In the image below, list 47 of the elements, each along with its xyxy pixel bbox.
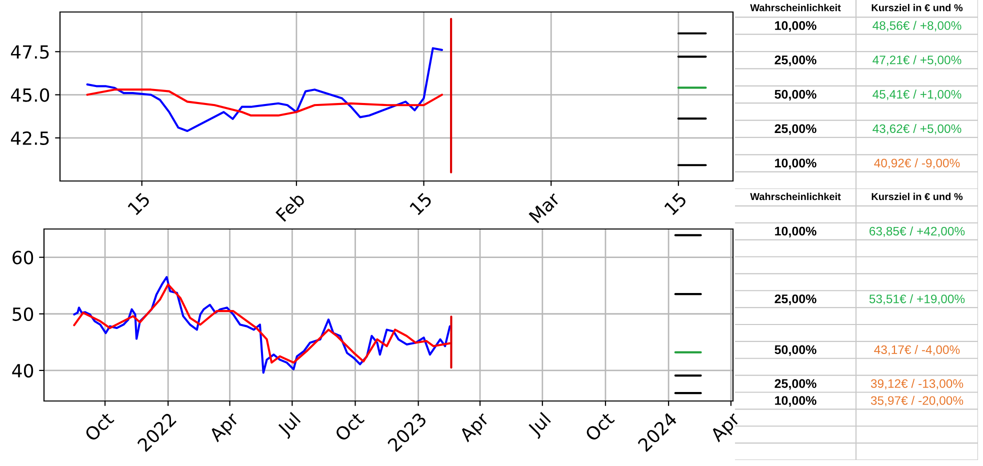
text: 50,00% xyxy=(774,345,816,356)
x-tick-label: Jul xyxy=(276,412,304,440)
text: 53,51€ / +19,00% xyxy=(869,294,965,305)
category-label: Kursziel in € und % xyxy=(872,4,963,12)
line-series xyxy=(86,88,444,117)
x-tick-label: Apr xyxy=(709,411,744,446)
text: 63,85€ / +42,00% xyxy=(870,226,965,237)
text: 39,12€ / -13,00% xyxy=(870,378,964,390)
text: 25,00% xyxy=(774,56,816,66)
y-tick-label: 42.5 xyxy=(10,131,49,146)
line-series xyxy=(86,47,444,132)
line-series xyxy=(73,283,451,364)
text: 25,00% xyxy=(774,379,816,390)
text: 50,00% xyxy=(774,90,816,101)
line-series xyxy=(73,276,451,374)
x-tick-label: Feb xyxy=(275,191,306,222)
text: 25,00% xyxy=(774,124,816,135)
x-tick-label: Oct xyxy=(334,411,365,442)
x-tick-label: Oct xyxy=(84,411,115,442)
text: 47,21€ / +5,00% xyxy=(872,55,962,66)
x-tick-label: 15 xyxy=(664,192,688,216)
text: 45,41€ / +1,00% xyxy=(872,90,962,100)
text: 10,00% xyxy=(775,396,816,407)
y-tick-label: 60 xyxy=(12,250,34,264)
text: 10,00% xyxy=(775,226,816,238)
text: 10,00% xyxy=(775,158,816,170)
text: 10,00% xyxy=(775,21,816,32)
x-tick-label: 15 xyxy=(409,192,433,216)
text: 48,56€ / +8,00% xyxy=(872,20,962,32)
x-tick-label: Oct xyxy=(584,411,616,442)
category-label: Wahrscheinlichkeit xyxy=(750,4,841,12)
y-tick-label: 50 xyxy=(12,307,34,321)
text: 40,92€ / -9,00% xyxy=(874,158,960,169)
text: 25,00% xyxy=(774,294,816,306)
text: 35,97€ / -20,00% xyxy=(870,396,964,406)
x-tick-label: Mar xyxy=(528,191,561,224)
y-tick-label: 45.0 xyxy=(10,88,50,102)
category-label: Wahrscheinlichkeit xyxy=(750,192,841,200)
text: 43,62€ / +5,00% xyxy=(872,124,962,134)
x-tick-label: 15 xyxy=(127,192,151,216)
y-tick-label: 40 xyxy=(12,364,34,378)
text: 43,17€ / -4,00% xyxy=(874,345,960,356)
x-tick-label: Apr xyxy=(458,411,492,446)
x-tick-label: Jul xyxy=(526,412,554,440)
category-label: Kursziel in € und % xyxy=(872,192,963,200)
x-tick-label: Apr xyxy=(208,411,242,446)
y-tick-label: 47.5 xyxy=(10,45,49,59)
